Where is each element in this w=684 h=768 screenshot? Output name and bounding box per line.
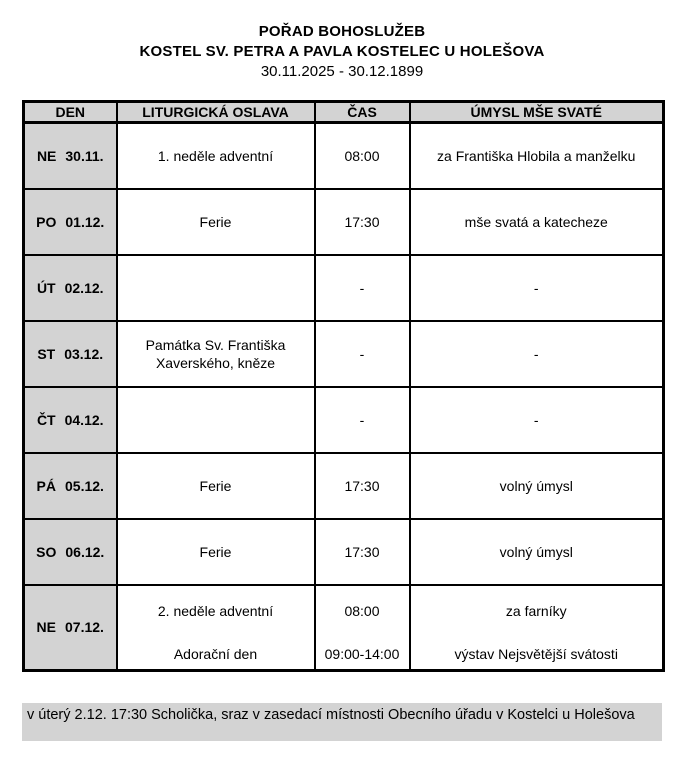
day-cell: NE 30.11. xyxy=(22,121,118,190)
intention-cell: volný úmysl xyxy=(408,451,665,520)
celebration-cell: 2. neděle adventní Adorační den xyxy=(115,583,316,672)
day-abbr: ÚT xyxy=(36,279,56,296)
table-row: ČT 04.12. - - xyxy=(22,385,665,454)
time-cell: 17:30 xyxy=(313,187,411,256)
time-cell: 08:00 xyxy=(313,121,411,190)
day-cell: NE 07.12. xyxy=(22,583,118,672)
day-date: 30.11. xyxy=(65,147,104,164)
intention-cell: za Františka Hlobila a manželku xyxy=(408,121,665,190)
doc-title: POŘAD BOHOSLUŽEB xyxy=(258,23,426,40)
table-row: SO 06.12. Ferie 17:30 volný úmysl xyxy=(22,517,665,586)
celebration-cell: Ferie xyxy=(115,451,316,520)
day-abbr: NE xyxy=(36,147,57,164)
intention-cell: - xyxy=(408,385,665,454)
celebration-cell xyxy=(115,253,316,322)
celebration-cell: Ferie xyxy=(115,187,316,256)
col-header-liturgicka-oslava: LITURGICKÁ OSLAVA xyxy=(115,100,316,124)
day-abbr: PO xyxy=(36,213,57,230)
day-cell: PÁ 05.12. xyxy=(22,451,118,520)
time-cell: - xyxy=(313,385,411,454)
table-row: PO 01.12. Ferie 17:30 mše svatá a katech… xyxy=(22,187,665,256)
intention-line-1: za farníky xyxy=(505,603,567,620)
day-cell: PO 01.12. xyxy=(22,187,118,256)
col-header-cas: ČAS xyxy=(313,100,411,124)
table-row: ST 03.12. Památka Sv. Františka Xaverské… xyxy=(22,319,665,388)
day-cell: ÚT 02.12. xyxy=(22,253,118,322)
intention-cell: za farníky výstav Nejsvětější svátosti xyxy=(408,583,665,672)
doc-subtitle: KOSTEL SV. PETRA A PAVLA KOSTELEC U HOLE… xyxy=(139,43,545,60)
table-row: ÚT 02.12. - - xyxy=(22,253,665,322)
day-cell: ST 03.12. xyxy=(22,319,118,388)
time-cell: 08:00 09:00-14:00 xyxy=(313,583,411,672)
day-date: 07.12. xyxy=(65,619,104,636)
celebration-cell: 1. neděle adventní xyxy=(115,121,316,190)
table-row: PÁ 05.12. Ferie 17:30 volný úmysl xyxy=(22,451,665,520)
celebration-cell xyxy=(115,385,316,454)
day-date: 05.12. xyxy=(65,477,104,494)
schedule-table: DEN LITURGICKÁ OSLAVA ČAS ÚMYSL MŠE SVAT… xyxy=(22,100,665,672)
footer-note: v úterý 2.12. 17:30 Scholička, sraz v za… xyxy=(22,703,662,741)
day-abbr: NE xyxy=(36,619,56,636)
celebration-cell: Ferie xyxy=(115,517,316,586)
time-cell: - xyxy=(313,253,411,322)
time-line-2: 09:00-14:00 xyxy=(324,646,400,663)
table-row: NE 07.12. 2. neděle adventní Adorační de… xyxy=(22,583,665,672)
intention-cell: volný úmysl xyxy=(408,517,665,586)
day-abbr: PÁ xyxy=(36,477,56,494)
time-line-1: 08:00 xyxy=(344,603,380,620)
title-block: POŘAD BOHOSLUŽEB KOSTEL SV. PETRA A PAVL… xyxy=(0,22,684,82)
col-header-den: DEN xyxy=(22,100,118,124)
celebration-line-2: Adorační den xyxy=(173,646,258,663)
time-cell: 17:30 xyxy=(313,451,411,520)
table-header-row: DEN LITURGICKÁ OSLAVA ČAS ÚMYSL MŠE SVAT… xyxy=(22,100,665,124)
day-abbr: ST xyxy=(37,345,56,362)
day-abbr: ČT xyxy=(36,411,56,428)
day-date: 02.12. xyxy=(64,279,104,296)
day-cell: SO 06.12. xyxy=(22,517,118,586)
day-cell: ČT 04.12. xyxy=(22,385,118,454)
day-date: 03.12. xyxy=(64,345,104,362)
day-abbr: SO xyxy=(36,543,57,560)
day-date: 04.12. xyxy=(64,411,104,428)
intention-cell: mše svatá a katecheze xyxy=(408,187,665,256)
celebration-line-1: 2. neděle adventní xyxy=(157,603,274,620)
day-date: 01.12. xyxy=(65,213,105,230)
time-cell: - xyxy=(313,319,411,388)
celebration-cell: Památka Sv. Františka Xaverského, kněze xyxy=(115,319,316,388)
intention-cell: - xyxy=(408,253,665,322)
time-cell: 17:30 xyxy=(313,517,411,586)
intention-line-2: výstav Nejsvětější svátosti xyxy=(454,646,618,663)
intention-cell: - xyxy=(408,319,665,388)
doc-date-range: 30.11.2025 - 30.12.1899 xyxy=(260,63,424,80)
table-row: NE 30.11. 1. neděle adventní 08:00 za Fr… xyxy=(22,121,665,190)
col-header-umysl: ÚMYSL MŠE SVATÉ xyxy=(408,100,665,124)
day-date: 06.12. xyxy=(65,543,105,560)
